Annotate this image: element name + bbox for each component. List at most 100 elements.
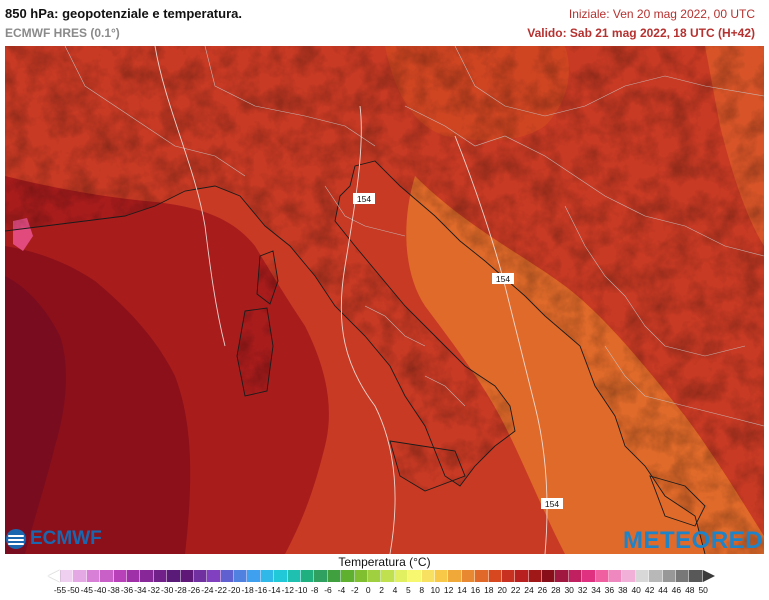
header: 850 hPa: geopotenziale e temperatura. EC… (0, 0, 769, 46)
legend-tick-label: 32 (577, 585, 588, 595)
legend-tick-label: 48 (685, 585, 695, 595)
legend-arrow-left (48, 570, 60, 582)
legend-swatch (86, 570, 101, 582)
legend-tick-label: 24 (524, 585, 534, 595)
legend-tick-label: -45 (80, 585, 93, 595)
legend-swatch (662, 570, 676, 582)
legend-swatch (542, 570, 556, 582)
legend-swatch (394, 570, 409, 582)
legend-tick-label: 28 (551, 585, 561, 595)
legend-swatch (528, 570, 543, 582)
legend-swatch (354, 570, 368, 582)
ecmwf-logo: ECMWF (6, 528, 102, 550)
legend-swatch (126, 570, 141, 582)
legend-swatch (60, 570, 74, 582)
legend-tick-label: 2 (379, 585, 384, 595)
legend-tick-label: -28 (174, 585, 187, 595)
init-time: Iniziale: Ven 20 mag 2022, 00 UTC (568, 7, 755, 21)
legend-tick-label: -32 (147, 585, 160, 595)
contour-label-2: 154 (492, 273, 514, 284)
legend-tick-label: -12 (281, 585, 294, 595)
legend-swatch (274, 570, 288, 582)
legend-tick-label: -24 (201, 585, 214, 595)
legend-swatch (448, 570, 462, 582)
legend-swatch (461, 570, 476, 582)
legend-swatch (381, 570, 395, 582)
legend-swatch (113, 570, 127, 582)
legend-arrow-right (702, 570, 715, 582)
legend-swatch (327, 570, 342, 582)
legend-color-bar (48, 570, 715, 582)
legend-swatch (301, 570, 315, 582)
valid-time: Valido: Sab 21 mag 2022, 18 UTC (H+42) (527, 26, 755, 40)
legend-tick-label: 36 (604, 585, 615, 595)
legend-swatch (609, 570, 623, 582)
legend-swatch (207, 570, 221, 582)
legend-tick-label: 20 (497, 585, 507, 595)
legend-tick-label: -55 (53, 585, 67, 595)
contour-label-3: 154 (541, 498, 563, 509)
legend-tick-label: -38 (107, 585, 120, 595)
legend-swatch (595, 570, 610, 582)
legend-tick-label: -20 (228, 585, 241, 595)
legend-swatch (367, 570, 382, 582)
legend-tick-label: -2 (351, 585, 359, 595)
legend-tick-label: 46 (671, 585, 682, 595)
map-title: 850 hPa: geopotenziale e temperatura. (5, 6, 242, 21)
legend-swatch (220, 570, 235, 582)
legend-tick-label: -22 (214, 585, 227, 595)
legend-tick-label: 22 (510, 585, 521, 595)
legend-tick-label: -6 (324, 585, 332, 595)
legend-tick-label: 10 (430, 585, 440, 595)
legend-tick-label: 5 (406, 585, 411, 595)
legend-tick-label: 16 (470, 585, 481, 595)
legend-tick-label: 8 (419, 585, 425, 595)
legend-swatch (341, 570, 355, 582)
legend-swatch (421, 570, 435, 582)
meteored-logo: METEORED (622, 527, 763, 554)
legend-swatch (193, 570, 208, 582)
legend-tick-label: 4 (392, 585, 398, 595)
legend-tick-label: -10 (295, 585, 308, 595)
legend-tick-label: 44 (658, 585, 668, 595)
temperature-map[interactable]: 154 154 154 (5, 46, 764, 554)
legend-swatch (622, 570, 636, 582)
legend-tick-label: 14 (457, 585, 467, 595)
legend-swatch (568, 570, 583, 582)
legend-tick-label: 34 (591, 585, 601, 595)
legend-swatch (73, 570, 87, 582)
geopotential-isolines (154, 46, 548, 554)
legend-swatch (287, 570, 302, 582)
legend-swatch (501, 570, 516, 582)
legend-swatch (140, 570, 154, 582)
legend-tick-label: -26 (187, 585, 201, 595)
legend-tick-label: -40 (94, 585, 107, 595)
legend-swatch (488, 570, 502, 582)
svg-text:154: 154 (545, 499, 559, 509)
legend-swatch (649, 570, 663, 582)
legend-tick-label: 30 (564, 585, 574, 595)
legend-swatch (475, 570, 489, 582)
legend-swatch (234, 570, 248, 582)
legend-swatch (434, 570, 449, 582)
legend-tick-label: 12 (443, 585, 454, 595)
legend-swatch (100, 570, 114, 582)
legend-swatch (180, 570, 194, 582)
legend-tick-label: 50 (698, 585, 708, 595)
contour-label-1: 154 (353, 193, 375, 204)
legend-swatch (167, 570, 181, 582)
legend-tick-label: -16 (254, 585, 268, 595)
legend-swatch (247, 570, 261, 582)
legend-tick-label: -30 (161, 585, 174, 595)
legend-swatch (675, 570, 690, 582)
ecmwf-logo-text: ECMWF (30, 528, 102, 549)
legend-tick-label: 26 (537, 585, 548, 595)
coastlines (5, 160, 706, 554)
legend-swatch (408, 570, 422, 582)
borders (64, 46, 764, 427)
legend-tick-label: -14 (268, 585, 281, 595)
legend-tick-label: -34 (134, 585, 147, 595)
legend-tick-label: 18 (484, 585, 494, 595)
legend-tick-label: -36 (120, 585, 134, 595)
globe-icon (6, 529, 26, 549)
